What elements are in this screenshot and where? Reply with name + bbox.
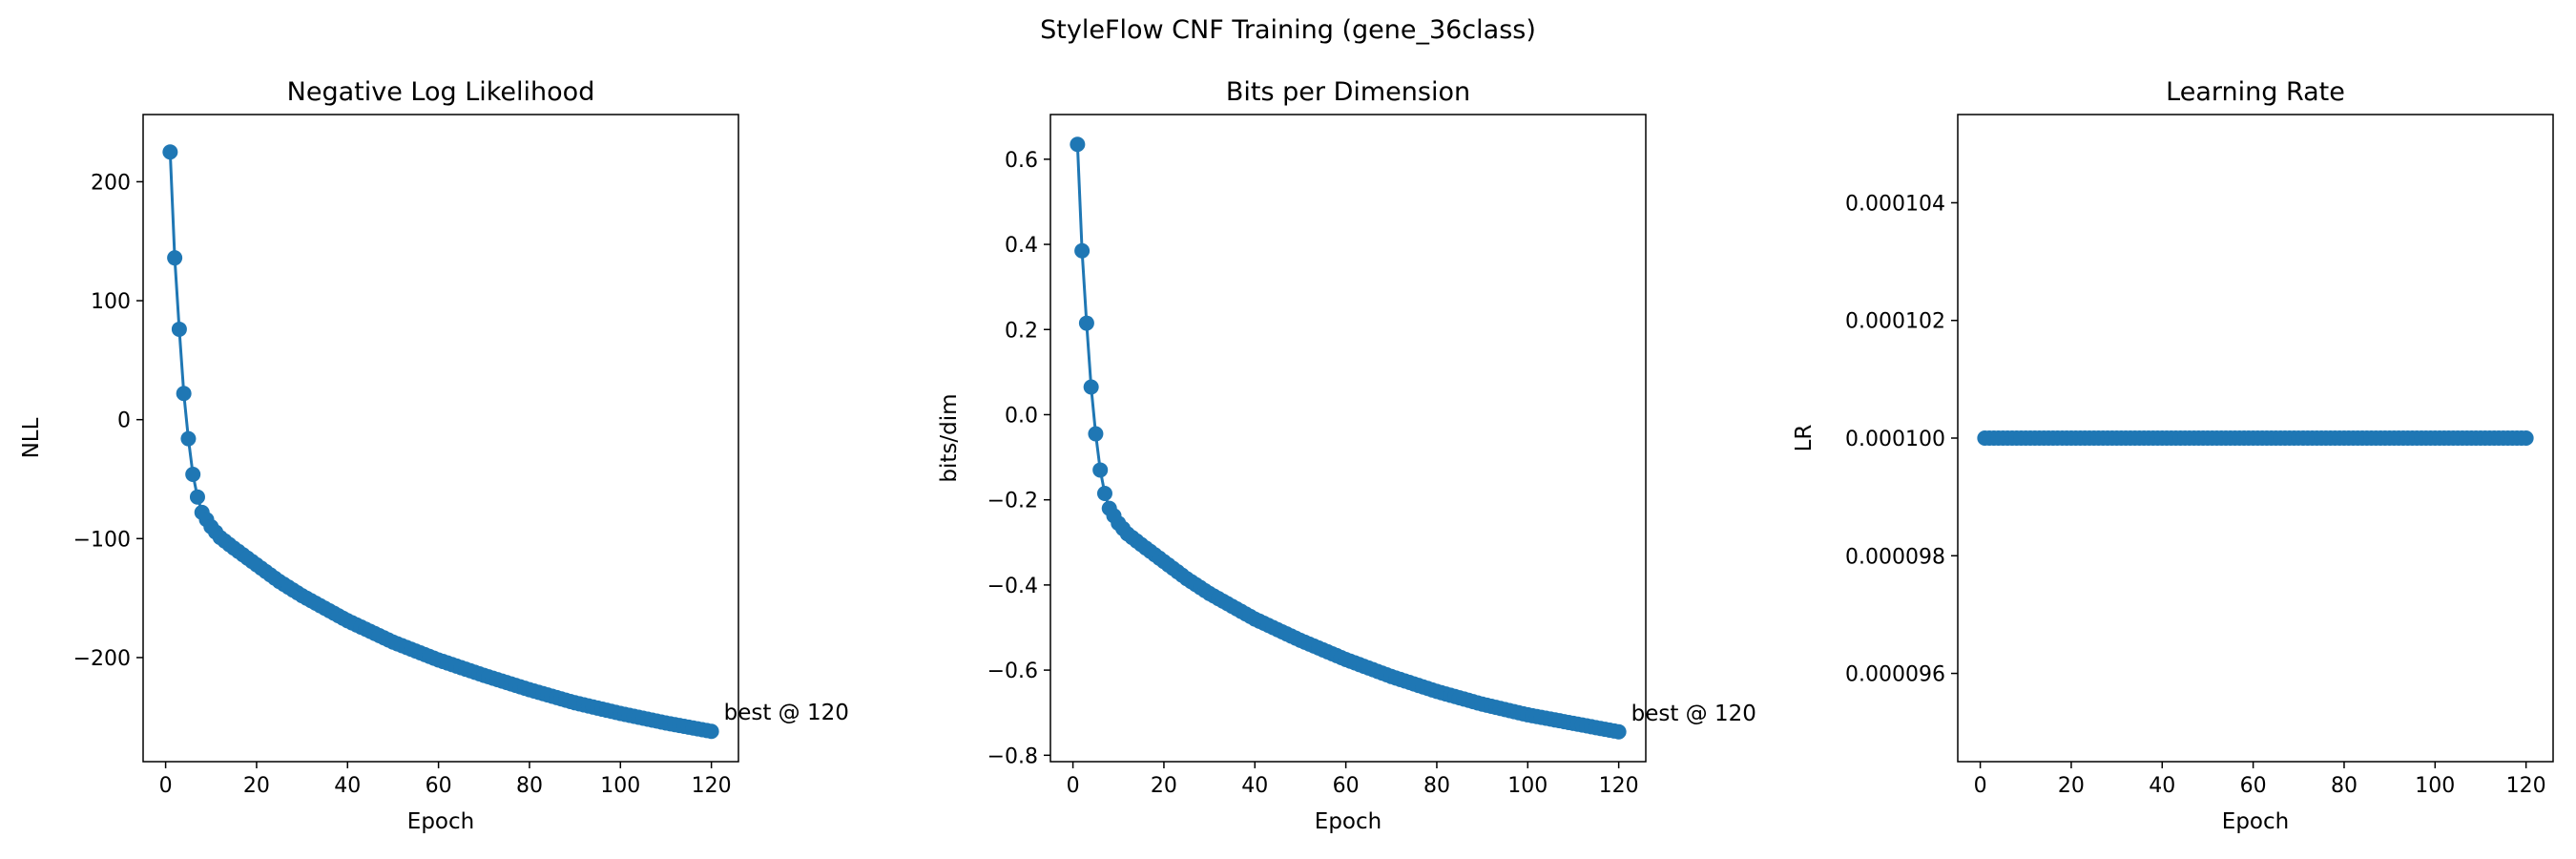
- plot-frame: [1049, 114, 1647, 763]
- y-tick-label: 0.0: [1005, 404, 1038, 428]
- data-point: [1083, 379, 1099, 395]
- data-point: [189, 489, 205, 505]
- y-tick-label: 0.000104: [1845, 192, 1945, 216]
- data-point: [2518, 430, 2534, 446]
- x-tick-label: 100: [600, 774, 640, 798]
- x-tick-label: 60: [1333, 774, 1360, 798]
- y-tick-label: −200: [73, 647, 131, 671]
- x-tick-label: 100: [1507, 774, 1548, 798]
- data-point: [1610, 723, 1627, 740]
- y-tick-label: 0: [117, 409, 131, 433]
- chart-panel-1: 0 20 40 60 80 100 120 −200 −100 0 100 200 Negative L…: [19, 77, 849, 834]
- y-axis-label: LR: [1792, 425, 1817, 452]
- y-tick-label: 0.000096: [1845, 663, 1945, 687]
- y-tick-label: 0.2: [1005, 319, 1038, 343]
- y-tick-label: −100: [73, 528, 131, 552]
- x-tick-label: 80: [1423, 774, 1450, 798]
- x-tick-label: 0: [1067, 774, 1080, 798]
- chart-panel-2: 0 20 40 60 80 100 120 −0.8 −0.6 −0.4 −0.2 0.0 0.2 0.4…: [937, 77, 1756, 834]
- x-tick-label: 60: [2240, 774, 2267, 798]
- data-point: [1074, 242, 1091, 259]
- y-tick-label: 0.000100: [1845, 428, 1945, 451]
- x-tick-label: 40: [334, 774, 361, 798]
- x-axis-label: Epoch: [1315, 809, 1381, 834]
- y-tick-label: 100: [91, 290, 131, 314]
- chart-panel-3: 0 20 40 60 80 100 120 0.000096 0.000098 0.000100 0…: [1792, 77, 2554, 834]
- data-point: [1096, 485, 1112, 501]
- y-tick-label: 0.4: [1005, 234, 1038, 258]
- x-tick-label: 40: [2149, 774, 2175, 798]
- x-tick-label: 80: [516, 774, 543, 798]
- x-tick-label: 120: [2506, 774, 2546, 798]
- y-axis-label: NLL: [19, 417, 44, 458]
- data-point: [185, 467, 201, 483]
- data-point: [180, 430, 197, 447]
- data-point: [1070, 136, 1086, 153]
- y-tick-label: −0.2: [987, 490, 1038, 513]
- data-point: [162, 144, 178, 160]
- plot-frame: [142, 114, 739, 763]
- data-point: [167, 250, 183, 266]
- x-axis-label: Epoch: [407, 809, 474, 834]
- chart-title: Negative Log Likelihood: [287, 77, 595, 107]
- y-tick-label: 200: [91, 171, 131, 195]
- y-tick-label: 0.000098: [1845, 545, 1945, 569]
- best-epoch-annotation: best @ 120: [1631, 702, 1756, 726]
- y-axis-label: bits/dim: [937, 393, 962, 482]
- x-tick-label: 100: [2415, 774, 2455, 798]
- x-tick-label: 0: [1974, 774, 1987, 798]
- x-tick-label: 60: [426, 774, 452, 798]
- x-tick-label: 120: [1599, 774, 1639, 798]
- data-point: [703, 723, 719, 740]
- x-tick-label: 20: [243, 774, 270, 798]
- data-point: [1078, 315, 1094, 331]
- data-point: [171, 321, 187, 337]
- best-epoch-annotation: best @ 120: [724, 701, 849, 725]
- x-tick-label: 80: [2331, 774, 2358, 798]
- chart-title: Bits per Dimension: [1226, 77, 1470, 107]
- x-tick-label: 40: [1241, 774, 1268, 798]
- y-tick-label: −0.6: [987, 660, 1038, 683]
- figure-suptitle: StyleFlow CNF Training (gene_36class): [1040, 15, 1536, 45]
- data-point: [1092, 462, 1109, 478]
- y-tick-label: 0.6: [1005, 149, 1038, 173]
- chart-title: Learning Rate: [2166, 77, 2345, 107]
- x-axis-label: Epoch: [2222, 809, 2289, 834]
- data-point: [176, 386, 192, 402]
- x-tick-label: 120: [692, 774, 732, 798]
- y-tick-label: −0.4: [987, 575, 1038, 598]
- x-tick-label: 20: [2058, 774, 2085, 798]
- x-tick-label: 20: [1151, 774, 1177, 798]
- y-tick-label: 0.000102: [1845, 310, 1945, 334]
- y-tick-label: −0.8: [987, 744, 1038, 768]
- x-tick-label: 0: [159, 774, 173, 798]
- data-point: [1088, 426, 1104, 442]
